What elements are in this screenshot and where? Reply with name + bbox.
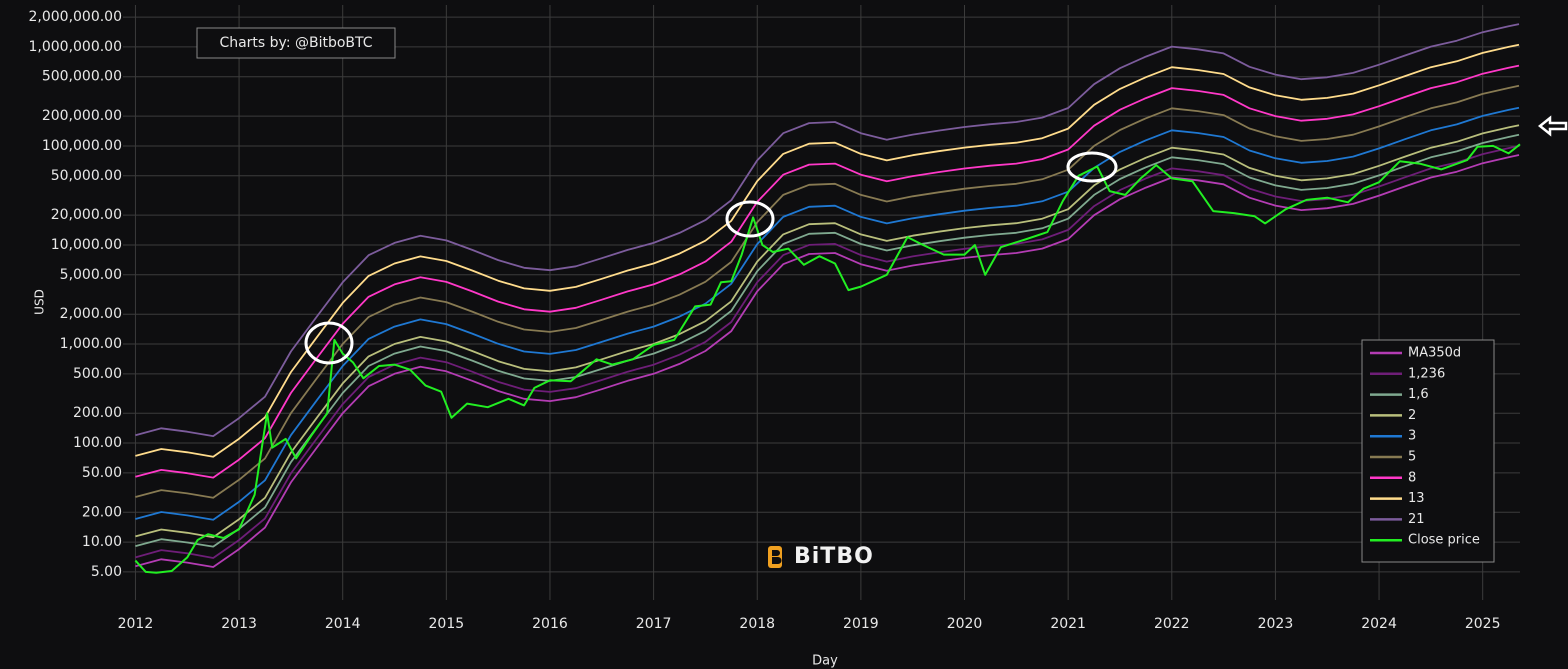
y-tick-label: 5,000.00 — [60, 267, 122, 283]
series-line — [135, 43, 1520, 458]
y-tick-label: 2,000.00 — [60, 306, 122, 322]
y-tick-label: 200.00 — [73, 405, 122, 421]
arrow-icon — [1537, 115, 1568, 137]
y-tick-label: 5.00 — [91, 564, 122, 580]
legend-label: Close price — [1408, 533, 1480, 548]
series-line — [135, 124, 1520, 539]
annotation-box — [196, 27, 396, 59]
y-tick-label: 1,000.00 — [60, 336, 122, 352]
legend-label: 5 — [1408, 450, 1416, 465]
x-tick-label: 2023 — [1258, 616, 1294, 632]
y-tick-label: 500,000.00 — [42, 69, 122, 85]
legend-label: 1,236 — [1408, 366, 1445, 381]
highlight-circle — [304, 321, 354, 365]
x-tick-label: 2015 — [429, 616, 465, 632]
legend: MA350d 1,236 1,6 2 3 5 8 13 21 Close price — [1361, 339, 1495, 563]
x-tick-label: 2014 — [325, 616, 361, 632]
series-line — [134, 143, 1521, 574]
y-axis-label: USD — [33, 289, 47, 315]
x-tick-label: 2022 — [1154, 616, 1190, 632]
legend-label: 1,6 — [1408, 387, 1429, 402]
legend-label: 13 — [1408, 491, 1425, 506]
annotation: Charts by: @BitboBTC — [219, 35, 372, 51]
lines — [134, 23, 1521, 574]
x-tick-label: 2016 — [532, 616, 568, 632]
x-tick-label: 2020 — [947, 616, 983, 632]
x-tick-label: 2019 — [843, 616, 879, 632]
y-tick-label: 1,000,000.00 — [28, 39, 122, 55]
legend-label: 2 — [1408, 408, 1416, 423]
y-tick-label: 100.00 — [73, 435, 122, 451]
x-tick-label: 2018 — [739, 616, 775, 632]
series-line — [135, 133, 1520, 548]
y-tick-label: 20.00 — [82, 504, 122, 520]
legend-label: 21 — [1408, 512, 1425, 527]
x-tick-label: 2017 — [636, 616, 672, 632]
legend-label: 8 — [1408, 470, 1416, 485]
y-tick-label: 100,000.00 — [42, 138, 122, 154]
y-tick-label: 50.00 — [82, 465, 122, 481]
y-tick-label: 2,000,000.00 — [28, 9, 122, 25]
x-axis-label: Day — [812, 654, 838, 669]
y-tick-label: 200,000.00 — [42, 108, 122, 124]
x-tick-label: 2013 — [221, 616, 257, 632]
x-tick-label: 2021 — [1050, 616, 1086, 632]
series-line — [135, 145, 1520, 559]
highlight-circles — [304, 151, 1118, 365]
watermark-icon — [768, 546, 782, 568]
y-tick-label: 10,000.00 — [51, 237, 122, 253]
legend-box — [1361, 339, 1495, 563]
legend-label: MA350d — [1408, 346, 1461, 361]
x-tick-label: 2025 — [1465, 616, 1501, 632]
x-tick-label: 2024 — [1361, 616, 1397, 632]
series-line — [135, 23, 1520, 437]
series-line — [135, 106, 1520, 521]
y-tick-label: 20,000.00 — [51, 207, 122, 223]
series-line — [135, 64, 1520, 479]
y-tick-label: 10.00 — [82, 534, 122, 550]
highlight-circle — [1066, 151, 1118, 183]
series-line — [135, 84, 1520, 499]
highlight-circle — [725, 200, 775, 238]
watermark: BiTBO — [794, 544, 874, 569]
y-tick-label: 50,000.00 — [51, 168, 122, 184]
legend-label: 3 — [1408, 429, 1416, 444]
y-tick-label: 500.00 — [73, 366, 122, 382]
x-tick-label: 2012 — [118, 616, 154, 632]
series-line — [135, 154, 1520, 568]
